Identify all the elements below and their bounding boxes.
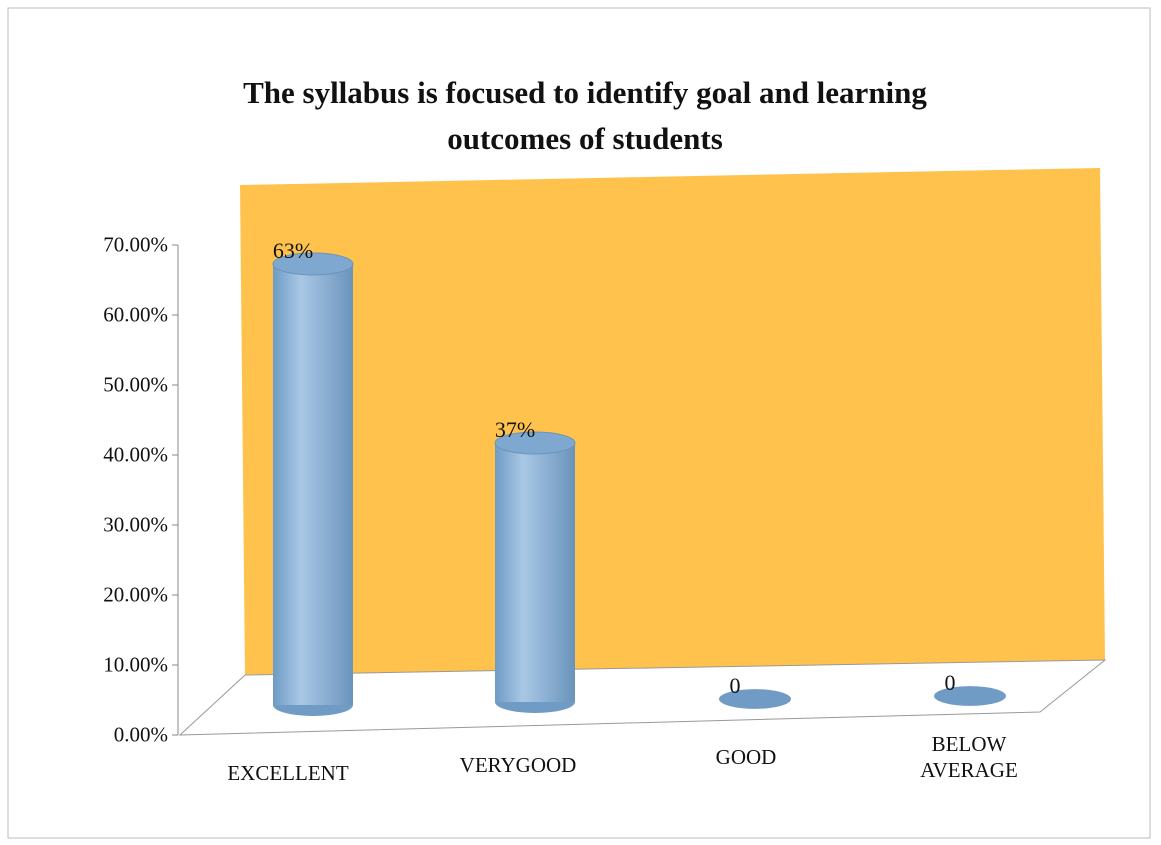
value-label: 63% [272, 238, 314, 263]
x-tick-label: VERYGOOD [459, 753, 577, 777]
bar [272, 252, 354, 716]
floor [178, 659, 1107, 736]
bar [934, 686, 1006, 706]
y-tick-label: 10.00% [103, 652, 168, 677]
y-tick-label: 40.00% [103, 442, 168, 467]
bar [719, 689, 791, 709]
chart-title: The syllabus is focused to identify goal… [243, 75, 927, 156]
chart-frame [7, 7, 1151, 839]
back-wall [240, 168, 1105, 675]
y-tick-label: 0.00% [113, 722, 168, 747]
y-tick-label: 70.00% [103, 232, 168, 257]
x-tick-label: EXCELLENT [227, 761, 349, 785]
x-tick-label: BELOW AVERAGE [920, 732, 1018, 782]
y-tick-label: 60.00% [103, 302, 168, 327]
y-tick-label: 30.00% [103, 512, 168, 537]
x-tick-label: GOOD [715, 745, 777, 769]
value-label: 0 [729, 673, 741, 698]
y-tick-label: 50.00% [103, 372, 168, 397]
value-label: 0 [944, 670, 956, 695]
bar [494, 431, 576, 713]
value-label: 37% [494, 417, 536, 442]
y-tick-label: 20.00% [103, 582, 168, 607]
